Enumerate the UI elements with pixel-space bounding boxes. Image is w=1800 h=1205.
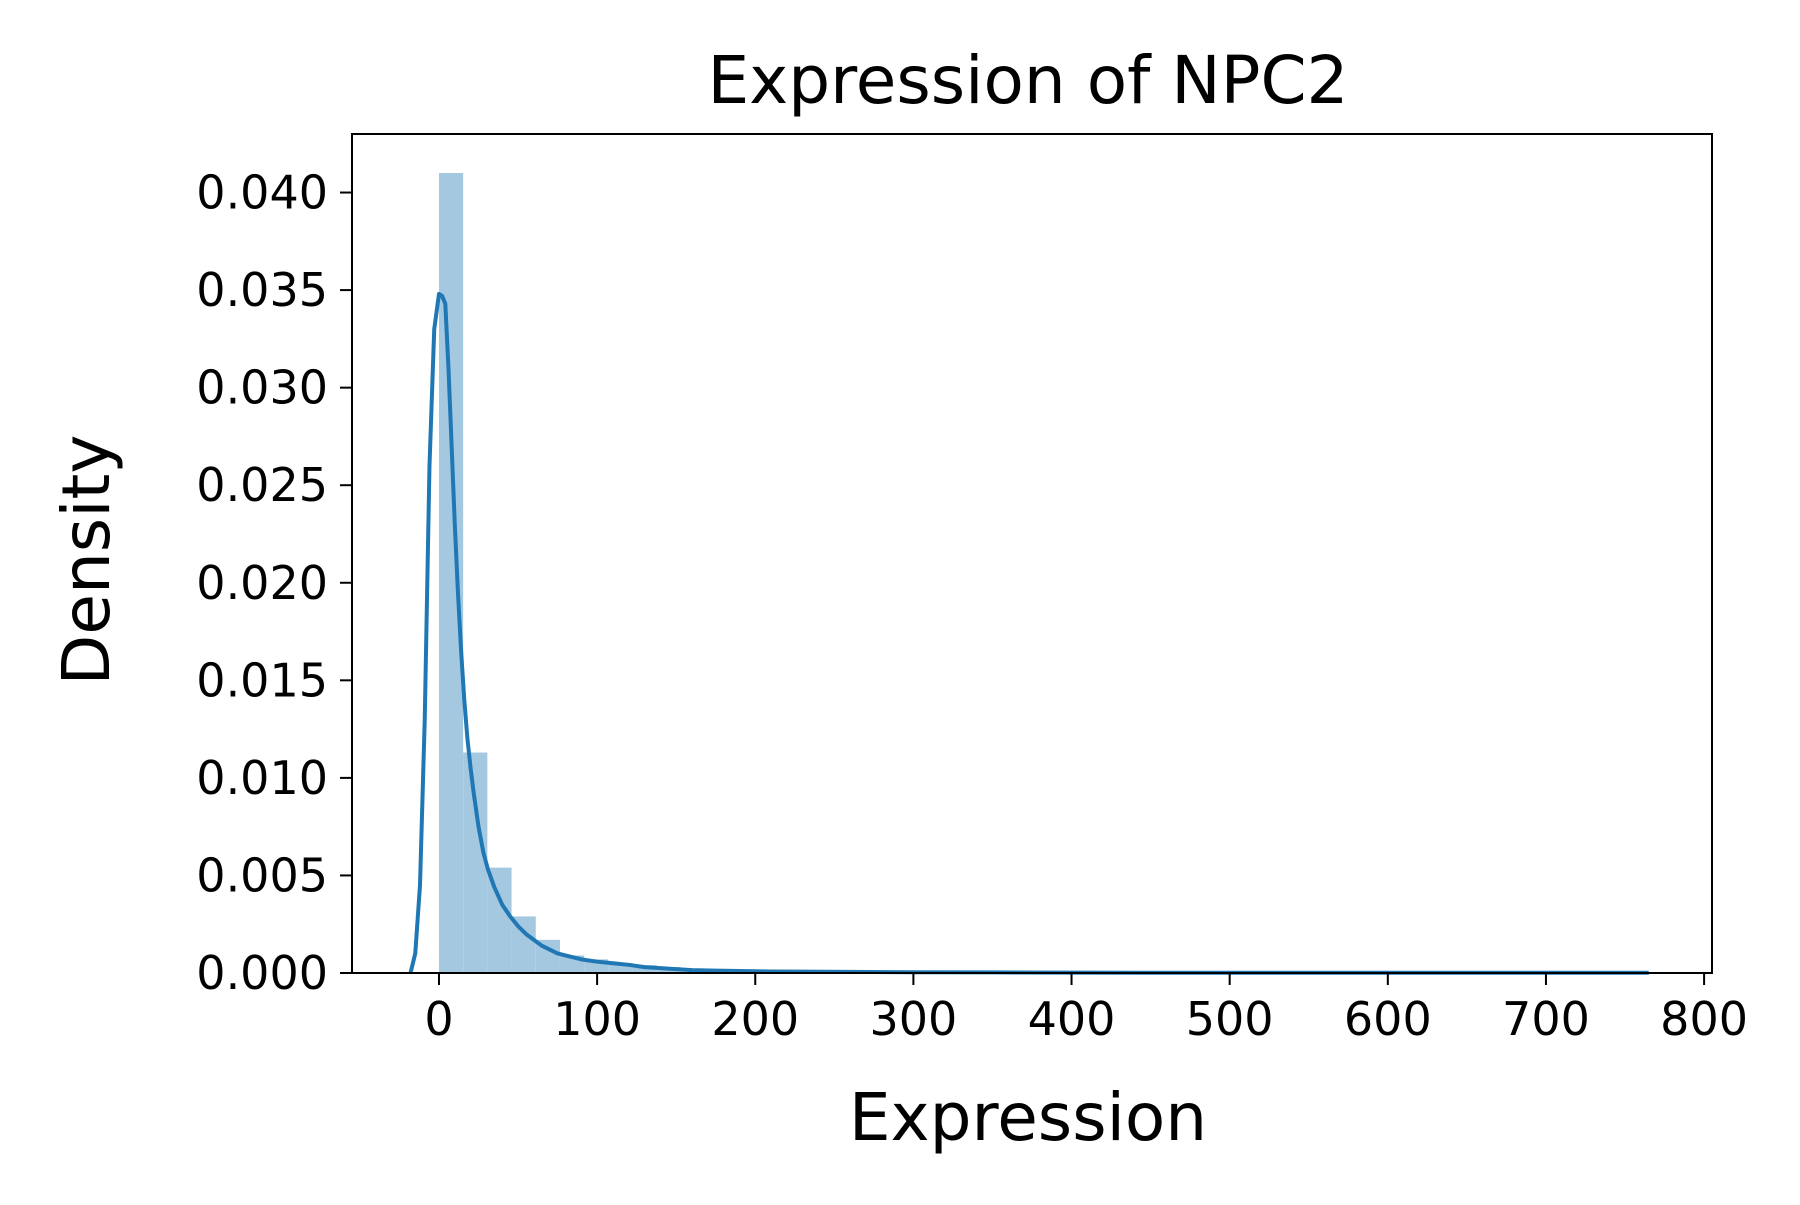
y-tick-label: 0.010 [196, 751, 328, 805]
histogram-bar [439, 173, 463, 973]
x-tick-label: 0 [424, 992, 453, 1046]
x-axis-label: Expression [849, 1079, 1207, 1156]
y-tick-label: 0.035 [196, 263, 328, 317]
x-tick-label: 800 [1660, 992, 1748, 1046]
kde-curve [411, 294, 1649, 973]
histogram-bars [439, 173, 1649, 973]
x-tick-label: 200 [711, 992, 799, 1046]
x-tick-label: 300 [869, 992, 957, 1046]
y-tick-label: 0.015 [196, 653, 328, 707]
y-tick-label: 0.030 [196, 361, 328, 415]
y-tick-label: 0.025 [196, 458, 328, 512]
y-axis-label: Density [48, 435, 125, 686]
x-tick-label: 700 [1502, 992, 1590, 1046]
x-axis-ticks: 0 100 200 300 400 500 600 700 800 [424, 973, 1748, 1046]
histogram-bar [463, 753, 487, 973]
y-tick-label: 0.040 [196, 166, 328, 220]
y-axis-ticks: 0.000 0.005 0.010 0.015 0.020 0.025 0.030 0.035… [196, 166, 352, 1000]
y-tick-label: 0.000 [196, 946, 328, 1000]
axes-frame [352, 134, 1712, 973]
chart-title: Expression of NPC2 [707, 42, 1348, 119]
x-tick-label: 400 [1028, 992, 1116, 1046]
y-tick-label: 0.020 [196, 556, 328, 610]
x-tick-label: 600 [1344, 992, 1432, 1046]
kde-curve-layer [411, 294, 1649, 973]
y-tick-label: 0.005 [196, 848, 328, 902]
x-tick-label: 500 [1186, 992, 1274, 1046]
x-tick-label: 100 [553, 992, 641, 1046]
